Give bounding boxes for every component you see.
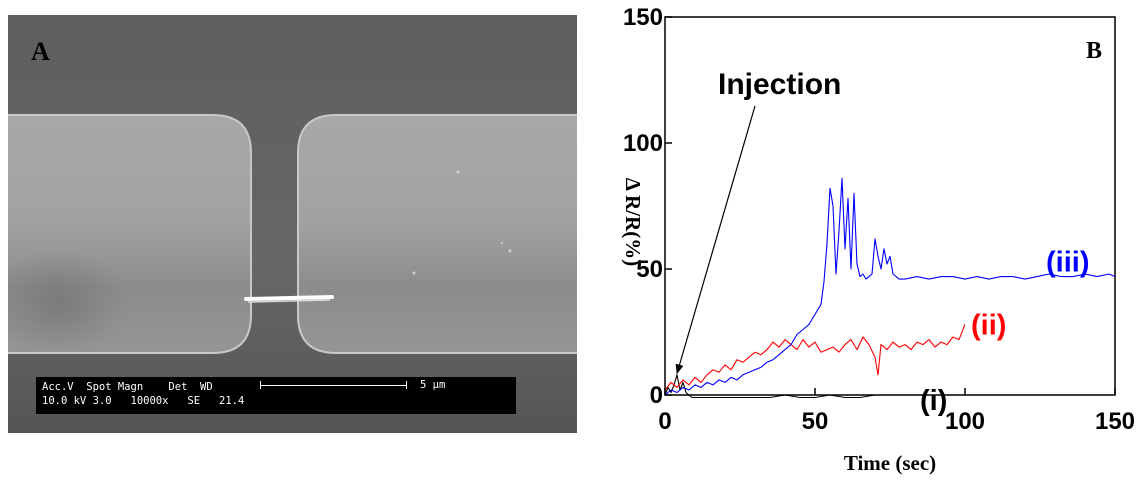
series-label-3: (iii) bbox=[1046, 246, 1090, 278]
panel-letter-a: A bbox=[31, 37, 50, 66]
y-tick-label: 0 bbox=[650, 382, 663, 409]
injection-arrow bbox=[675, 105, 756, 375]
right-electrode bbox=[297, 114, 577, 354]
nanowire bbox=[244, 295, 334, 301]
x-tick-label: 50 bbox=[802, 408, 829, 435]
series-label-2: (ii) bbox=[971, 309, 1006, 341]
series-line-2 bbox=[664, 324, 966, 391]
y-tick-label: 100 bbox=[623, 130, 663, 157]
y-tick-label: 150 bbox=[623, 4, 663, 31]
y-tick-label: 50 bbox=[636, 256, 663, 283]
sem-data-header: Acc.V Spot Magn Det WD bbox=[42, 381, 213, 393]
scale-bar-label: 5 µm bbox=[420, 379, 446, 391]
x-tick-label: 150 bbox=[1095, 408, 1135, 435]
scale-bar bbox=[260, 381, 407, 389]
sem-micrograph: A Acc.V Spot Magn Det WD 10.0 kV 3.0 100… bbox=[8, 15, 577, 433]
injection-annotation: Injection bbox=[718, 68, 841, 101]
chart-panel-b: (i) (ii) (iii) 0 50 100 150 0 50 100 150 B Time (… bbox=[600, 0, 1144, 480]
series-line-3 bbox=[664, 177, 1116, 396]
x-tick-label: 0 bbox=[658, 408, 671, 435]
x-axis-title: Time (sec) bbox=[844, 451, 936, 475]
series-label-1: (i) bbox=[920, 385, 947, 417]
x-tick-label: 100 bbox=[945, 408, 985, 435]
series-line-1 bbox=[664, 374, 899, 399]
sem-data-bar: Acc.V Spot Magn Det WD 10.0 kV 3.0 10000… bbox=[36, 377, 516, 414]
line-chart: (i) (ii) (iii) 0 50 100 150 0 50 100 150 B Time (… bbox=[621, 4, 1135, 475]
y-axis-title: Δ R/R(%) bbox=[621, 178, 645, 266]
panel-letter-b: B bbox=[1086, 38, 1102, 64]
sem-data-values: 10.0 kV 3.0 10000x SE 21.4 bbox=[42, 395, 245, 407]
sem-image bbox=[8, 15, 577, 433]
